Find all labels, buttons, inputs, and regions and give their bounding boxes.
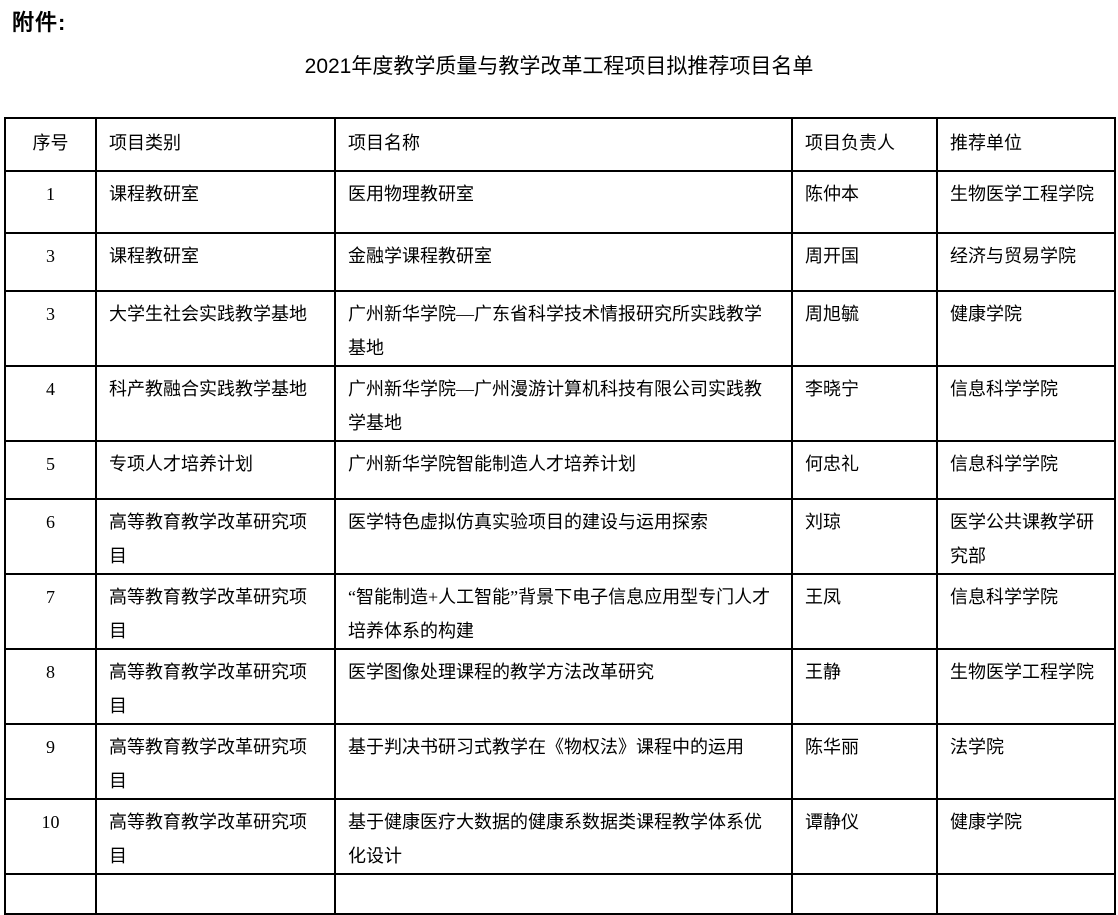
cell-unit: 经济与贸易学院 xyxy=(936,232,1116,292)
cell-unit: 信息科学学院 xyxy=(936,365,1116,442)
table-row: 8 高等教育教学改革研究项目 医学图像处理课程的教学方法改革研究 王静 生物医学… xyxy=(4,648,1116,725)
cell-name: “智能制造+人工智能”背景下电子信息应用型专门人才培养体系的构建 xyxy=(334,573,793,650)
header-cell-category: 项目类别 xyxy=(95,117,336,172)
cell-unit: 健康学院 xyxy=(936,798,1116,875)
table-row: 6 高等教育教学改革研究项目 医学特色虚拟仿真实验项目的建设与运用探索 刘琼 医… xyxy=(4,498,1116,575)
cell-category: 高等教育教学改革研究项目 xyxy=(95,573,336,650)
table-row: 3 大学生社会实践教学基地 广州新华学院—广东省科学技术情报研究所实践教学基地 … xyxy=(4,290,1116,367)
table-row: 7 高等教育教学改革研究项目 “智能制造+人工智能”背景下电子信息应用型专门人才… xyxy=(4,573,1116,650)
cell-index: 3 xyxy=(4,232,97,292)
cell-category: 高等教育教学改革研究项目 xyxy=(95,498,336,575)
cell-unit: 信息科学学院 xyxy=(936,573,1116,650)
cell-unit: 健康学院 xyxy=(936,290,1116,367)
cell-name: 医用物理教研室 xyxy=(334,170,793,234)
cell-index: 1 xyxy=(4,170,97,234)
table-row: 5 专项人才培养计划 广州新华学院智能制造人才培养计划 何忠礼 信息科学学院 xyxy=(4,440,1116,500)
cell-unit: 法学院 xyxy=(936,723,1116,800)
cell-unit: 医学公共课教学研究部 xyxy=(936,498,1116,575)
document-page: { "attachment_label": "附件:", "title": "2… xyxy=(4,10,1116,915)
cell-unit xyxy=(936,873,1116,915)
table-header-row: 序号 项目类别 项目名称 项目负责人 推荐单位 xyxy=(4,117,1116,172)
cell-category: 科产教融合实践教学基地 xyxy=(95,365,336,442)
cell-name: 广州新华学院—广州漫游计算机科技有限公司实践教学基地 xyxy=(334,365,793,442)
header-cell-index: 序号 xyxy=(4,117,97,172)
cell-leader: 陈华丽 xyxy=(791,723,938,800)
cell-name: 广州新华学院智能制造人才培养计划 xyxy=(334,440,793,500)
cell-name xyxy=(334,873,793,915)
cell-index: 10 xyxy=(4,798,97,875)
cell-index: 7 xyxy=(4,573,97,650)
cell-leader: 李晓宁 xyxy=(791,365,938,442)
cell-name: 基于判决书研习式教学在《物权法》课程中的运用 xyxy=(334,723,793,800)
cell-index: 9 xyxy=(4,723,97,800)
table-row: 1 课程教研室 医用物理教研室 陈仲本 生物医学工程学院 xyxy=(4,170,1116,234)
cell-category xyxy=(95,873,336,915)
header-cell-unit: 推荐单位 xyxy=(936,117,1116,172)
cell-unit: 生物医学工程学院 xyxy=(936,170,1116,234)
table-row: 4 科产教融合实践教学基地 广州新华学院—广州漫游计算机科技有限公司实践教学基地… xyxy=(4,365,1116,442)
table-row: 9 高等教育教学改革研究项目 基于判决书研习式教学在《物权法》课程中的运用 陈华… xyxy=(4,723,1116,800)
cell-leader: 何忠礼 xyxy=(791,440,938,500)
page-title: 2021年度教学质量与教学改革工程项目拟推荐项目名单 xyxy=(304,55,814,78)
cell-index xyxy=(4,873,97,915)
cell-index: 4 xyxy=(4,365,97,442)
cell-category: 课程教研室 xyxy=(95,170,336,234)
cell-unit: 生物医学工程学院 xyxy=(936,648,1116,725)
cell-leader: 周旭毓 xyxy=(791,290,938,367)
cell-leader: 王凤 xyxy=(791,573,938,650)
cell-index: 8 xyxy=(4,648,97,725)
header-cell-name: 项目名称 xyxy=(334,117,793,172)
cell-leader xyxy=(791,873,938,915)
cell-category: 高等教育教学改革研究项目 xyxy=(95,798,336,875)
header-cell-leader: 项目负责人 xyxy=(791,117,938,172)
cell-category: 大学生社会实践教学基地 xyxy=(95,290,336,367)
cell-name: 金融学课程教研室 xyxy=(334,232,793,292)
cell-index: 5 xyxy=(4,440,97,500)
cell-leader: 王静 xyxy=(791,648,938,725)
projects-table: 序号 项目类别 项目名称 项目负责人 推荐单位 1 课程教研室 医用物理教研室 … xyxy=(4,117,1116,915)
table-row: 10 高等教育教学改革研究项目 基于健康医疗大数据的健康系数据类课程教学体系优化… xyxy=(4,798,1116,875)
attachment-label: 附件: xyxy=(12,10,67,35)
cell-index: 6 xyxy=(4,498,97,575)
table-row: 3 课程教研室 金融学课程教研室 周开国 经济与贸易学院 xyxy=(4,232,1116,292)
cell-name: 医学图像处理课程的教学方法改革研究 xyxy=(334,648,793,725)
cell-name: 广州新华学院—广东省科学技术情报研究所实践教学基地 xyxy=(334,290,793,367)
cell-leader: 谭静仪 xyxy=(791,798,938,875)
table-row-partial xyxy=(4,873,1116,915)
cell-leader: 刘琼 xyxy=(791,498,938,575)
cell-category: 高等教育教学改革研究项目 xyxy=(95,723,336,800)
cell-category: 课程教研室 xyxy=(95,232,336,292)
cell-unit: 信息科学学院 xyxy=(936,440,1116,500)
cell-category: 高等教育教学改革研究项目 xyxy=(95,648,336,725)
cell-leader: 陈仲本 xyxy=(791,170,938,234)
cell-name: 医学特色虚拟仿真实验项目的建设与运用探索 xyxy=(334,498,793,575)
cell-category: 专项人才培养计划 xyxy=(95,440,336,500)
cell-leader: 周开国 xyxy=(791,232,938,292)
cell-index: 3 xyxy=(4,290,97,367)
cell-name: 基于健康医疗大数据的健康系数据类课程教学体系优化设计 xyxy=(334,798,793,875)
